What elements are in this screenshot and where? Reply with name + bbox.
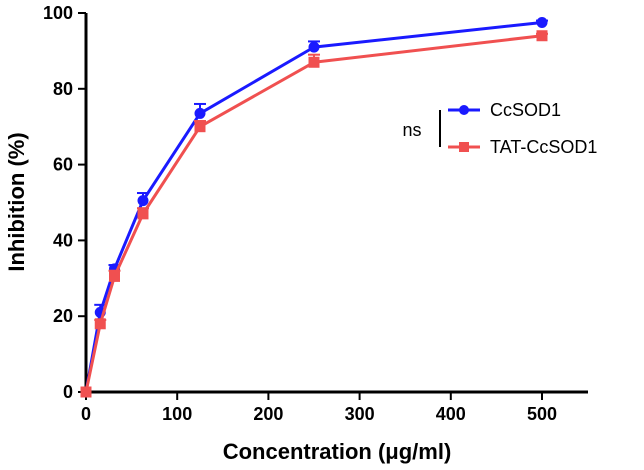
- legend-label-tat-ccsod1: TAT-CcSOD1: [490, 137, 597, 157]
- x-tick-label: 100: [162, 404, 192, 424]
- x-tick-label: 400: [436, 404, 466, 424]
- y-tick-label: 40: [53, 230, 73, 250]
- data-point-ccsod1: [536, 16, 548, 28]
- x-tick-label: 500: [527, 404, 557, 424]
- series-line-ccsod1: [84, 20, 543, 393]
- data-point-ccsod1: [137, 195, 149, 207]
- ticks: 0 20 40 60 80 100 0 100 200 300 400 500: [43, 3, 557, 424]
- series-line-tat-ccsod1: [84, 34, 543, 393]
- series-ccsod1: [80, 16, 548, 398]
- data-point-ccsod1: [194, 107, 206, 119]
- data-point-tat-ccsod1: [109, 270, 120, 282]
- data-point-tat-ccsod1: [80, 386, 92, 398]
- data-point-tat-ccsod1: [94, 318, 106, 330]
- y-tick-label: 20: [53, 306, 73, 326]
- axes: [84, 13, 588, 394]
- x-tick-label: 0: [81, 404, 91, 424]
- legend-marker-ccsod1: [459, 105, 469, 115]
- y-tick-label: 0: [63, 382, 73, 402]
- data-point-tat-ccsod1: [137, 208, 149, 220]
- data-point-tat-ccsod1: [308, 56, 320, 68]
- data-point-tat-ccsod1: [536, 30, 548, 42]
- x-axis-title: Concentration (μg/ml): [223, 439, 452, 464]
- legend-marker-tat-ccsod1: [459, 142, 469, 152]
- x-tick-label: 300: [345, 404, 375, 424]
- series-tat-ccsod1: [80, 30, 548, 398]
- y-axis-title: Inhibition (%): [4, 132, 29, 271]
- y-tick-label: 60: [53, 155, 73, 175]
- data-point-tat-ccsod1: [194, 121, 206, 133]
- data-point-ccsod1: [308, 41, 320, 53]
- y-tick-label: 100: [43, 3, 73, 23]
- ns-annotation: ns: [402, 120, 421, 140]
- x-tick-label: 200: [253, 404, 283, 424]
- y-tick-label: 80: [53, 79, 73, 99]
- legend: CcSOD1 TAT-CcSOD1 ns: [402, 100, 597, 157]
- series: [80, 16, 548, 398]
- legend-label-ccsod1: CcSOD1: [490, 100, 561, 120]
